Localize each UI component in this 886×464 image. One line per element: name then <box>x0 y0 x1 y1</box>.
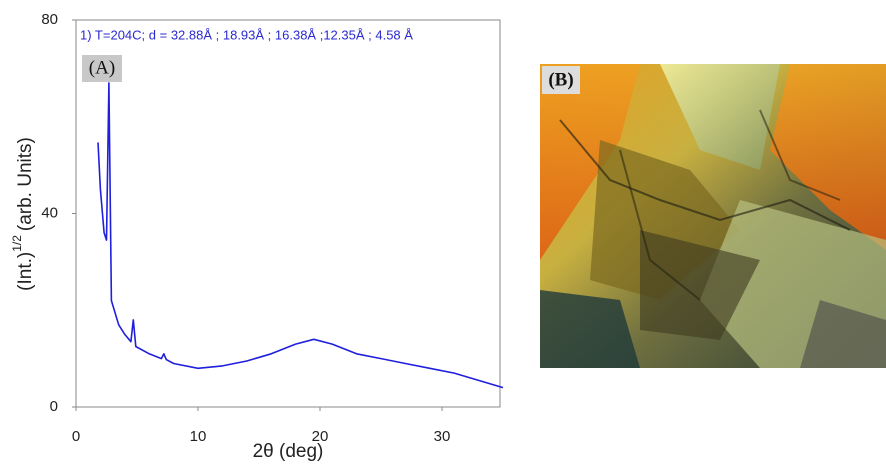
panel-label-box <box>82 55 122 82</box>
x-axis-label: 2θ (deg) <box>253 441 324 462</box>
y-label-sup: 1/2 <box>10 235 24 252</box>
annotation: 1) T=204C; d = 32.88Å ; 18.93Å ; 16.38Å … <box>80 27 413 42</box>
y-tick-label: 40 <box>41 204 58 221</box>
y-tick-label: 0 <box>50 398 58 415</box>
panel-label: (A) <box>89 57 115 78</box>
y-tick-label: 80 <box>41 11 58 28</box>
x-tick-label: 10 <box>190 428 207 445</box>
y-axis-label: (Int.)1/2 (arb. Units) <box>10 137 36 291</box>
x-tick-label: 20 <box>312 428 329 445</box>
panel-label: (B) <box>548 69 573 90</box>
x-tick-label: 0 <box>72 428 80 445</box>
y-label-main: (Int.) <box>15 252 36 291</box>
y-label-suffix: (arb. Units) <box>15 137 36 231</box>
micrograph <box>540 64 886 368</box>
data-line <box>97 82 504 389</box>
x-tick-label: 30 <box>434 428 451 445</box>
